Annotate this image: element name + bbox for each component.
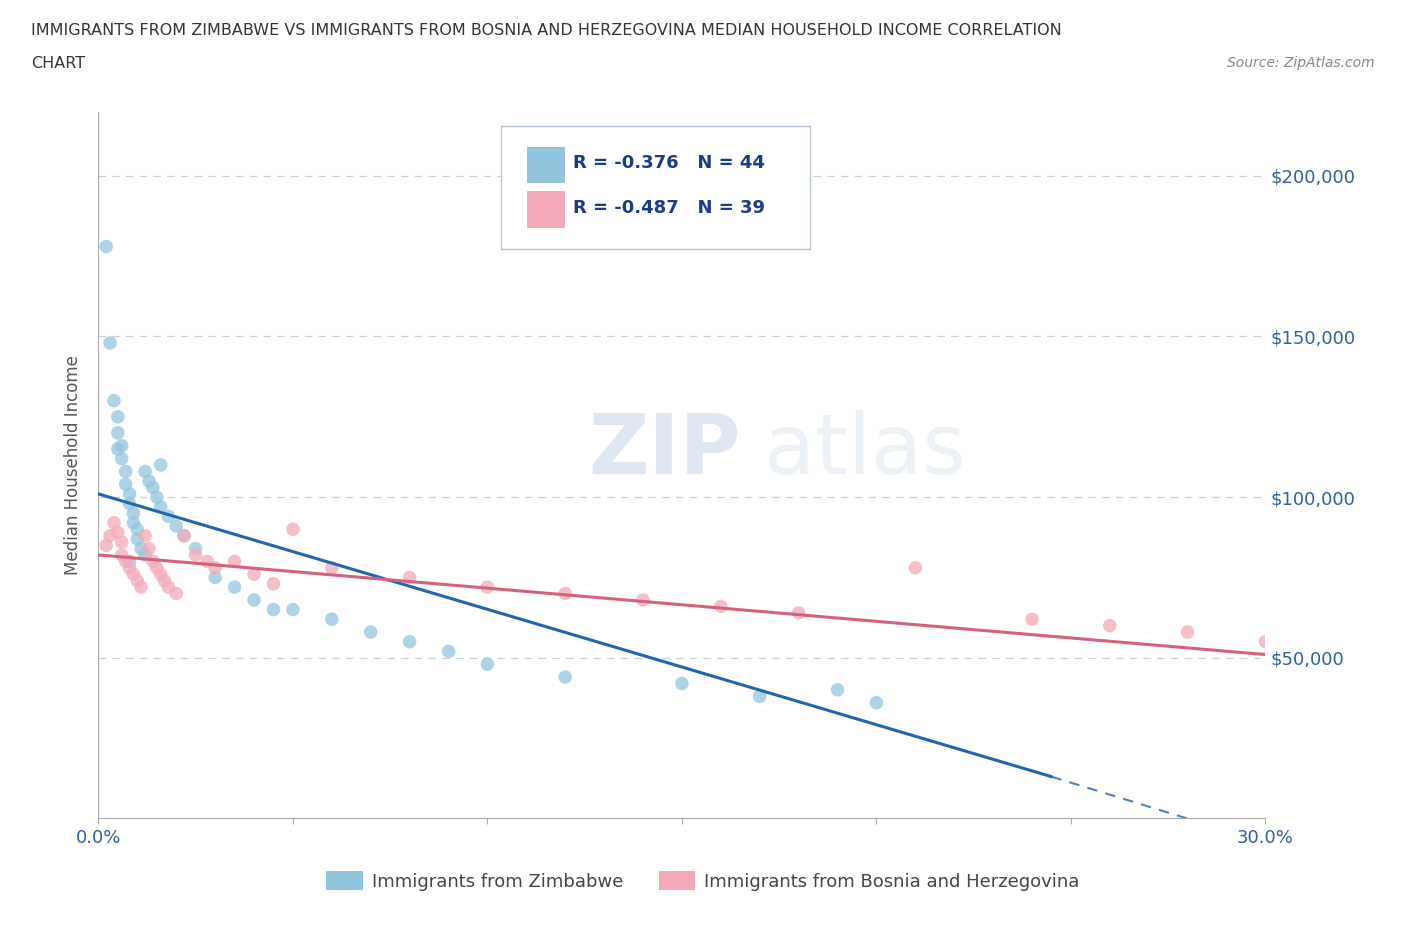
Point	[243, 592, 266, 607]
Point	[127, 573, 149, 588]
Point	[554, 670, 576, 684]
Point	[111, 438, 134, 453]
Point	[127, 531, 149, 546]
Point	[107, 409, 129, 424]
Point	[103, 393, 125, 408]
Text: R = -0.376   N = 44: R = -0.376 N = 44	[574, 154, 765, 172]
Point	[827, 683, 849, 698]
Point	[224, 554, 246, 569]
Point	[138, 473, 160, 488]
Point	[1254, 634, 1277, 649]
Point	[149, 458, 172, 472]
Text: R = -0.487   N = 39: R = -0.487 N = 39	[574, 199, 765, 218]
Point	[157, 579, 180, 594]
Point	[103, 515, 125, 530]
Point	[96, 239, 118, 254]
Point	[262, 602, 284, 617]
Point	[477, 579, 499, 594]
Point	[134, 464, 156, 479]
Point	[281, 602, 304, 617]
Point	[107, 442, 129, 457]
Point	[107, 525, 129, 540]
Point	[671, 676, 693, 691]
Point	[281, 522, 304, 537]
Point	[122, 566, 145, 581]
Point	[127, 522, 149, 537]
Point	[111, 451, 134, 466]
Point	[114, 554, 136, 569]
Point	[138, 541, 160, 556]
Point	[118, 496, 141, 511]
Point	[184, 548, 207, 563]
Text: IMMIGRANTS FROM ZIMBABWE VS IMMIGRANTS FROM BOSNIA AND HERZEGOVINA MEDIAN HOUSEH: IMMIGRANTS FROM ZIMBABWE VS IMMIGRANTS F…	[31, 23, 1062, 38]
Point	[129, 541, 152, 556]
Point	[243, 566, 266, 581]
Point	[748, 689, 770, 704]
Point	[865, 696, 887, 711]
Point	[195, 554, 218, 569]
Point	[114, 477, 136, 492]
Bar	[527, 147, 564, 182]
Point	[153, 573, 176, 588]
Point	[134, 528, 156, 543]
Point	[1177, 625, 1199, 640]
Point	[142, 554, 165, 569]
Point	[321, 561, 343, 576]
Point	[122, 506, 145, 521]
Text: atlas: atlas	[763, 410, 966, 491]
Point	[360, 625, 382, 640]
Point	[437, 644, 460, 658]
Point	[118, 561, 141, 576]
Point	[165, 519, 187, 534]
Legend: Immigrants from Zimbabwe, Immigrants from Bosnia and Herzegovina: Immigrants from Zimbabwe, Immigrants fro…	[319, 864, 1087, 897]
Point	[224, 579, 246, 594]
Point	[184, 541, 207, 556]
Text: ZIP: ZIP	[589, 410, 741, 491]
Point	[1021, 612, 1043, 627]
Point	[149, 566, 172, 581]
Point	[111, 535, 134, 550]
Point	[122, 515, 145, 530]
Point	[98, 528, 121, 543]
Point	[204, 570, 226, 585]
Point	[149, 499, 172, 514]
Point	[262, 577, 284, 591]
Point	[398, 570, 420, 585]
Point	[114, 464, 136, 479]
Text: Source: ZipAtlas.com: Source: ZipAtlas.com	[1227, 56, 1375, 70]
Point	[904, 561, 927, 576]
Y-axis label: Median Household Income: Median Household Income	[65, 355, 83, 575]
Point	[118, 554, 141, 569]
Point	[787, 605, 810, 620]
Point	[98, 336, 121, 351]
Point	[118, 486, 141, 501]
Point	[398, 634, 420, 649]
Point	[129, 579, 152, 594]
Point	[173, 528, 195, 543]
Point	[111, 548, 134, 563]
Point	[146, 490, 169, 505]
Point	[146, 561, 169, 576]
Point	[142, 480, 165, 495]
Point	[710, 599, 733, 614]
Point	[134, 548, 156, 563]
Point	[157, 509, 180, 524]
Point	[204, 561, 226, 576]
Point	[321, 612, 343, 627]
Point	[173, 528, 195, 543]
Point	[554, 586, 576, 601]
Point	[165, 586, 187, 601]
Point	[477, 657, 499, 671]
Point	[107, 425, 129, 440]
Text: CHART: CHART	[31, 56, 84, 71]
FancyBboxPatch shape	[501, 126, 810, 249]
Point	[1098, 618, 1121, 633]
Point	[96, 538, 118, 552]
Bar	[527, 192, 564, 227]
Point	[631, 592, 654, 607]
